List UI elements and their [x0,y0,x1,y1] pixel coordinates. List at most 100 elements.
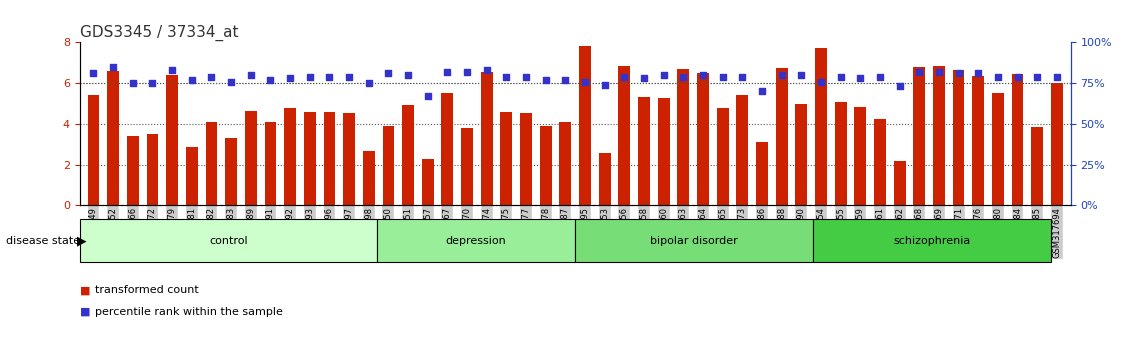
Bar [147,134,158,205]
Point [124,80,142,86]
Bar [952,70,965,205]
Bar [657,98,670,205]
Bar [697,73,708,205]
Point [831,74,850,80]
Point [360,80,378,86]
Bar [579,46,591,205]
Bar [166,75,178,205]
Bar [835,102,846,205]
Bar [559,122,572,205]
Text: ■: ■ [80,307,90,316]
Bar [421,159,434,205]
Text: ▶: ▶ [77,234,87,247]
Bar [245,111,256,205]
Bar [126,136,139,205]
Point [477,67,495,73]
Point [222,79,240,84]
Bar [776,68,787,205]
Text: transformed count: transformed count [95,285,198,295]
Bar [500,112,513,205]
Bar [599,153,611,205]
Bar [854,107,866,205]
Point [281,75,300,81]
Point [989,74,1007,80]
Text: percentile rank within the sample: percentile rank within the sample [95,307,282,316]
Point [203,74,221,80]
Bar [285,108,296,205]
Bar [442,93,453,205]
Point [1008,74,1026,80]
Bar [618,66,630,205]
Point [910,69,928,75]
Point [772,72,790,78]
Point [891,84,909,89]
Point [851,75,869,81]
Bar [264,122,277,205]
Bar [1011,74,1024,205]
Bar [737,96,748,205]
Bar [481,72,492,205]
Bar [304,112,316,205]
Bar [894,161,906,205]
Bar [88,96,99,205]
Text: bipolar disorder: bipolar disorder [650,236,738,246]
Bar [1031,127,1043,205]
Bar [756,142,768,205]
Text: control: control [210,236,247,246]
Point [713,74,731,80]
Point [929,69,948,75]
Point [261,77,279,83]
Point [241,72,260,78]
Point [753,88,771,94]
Bar [540,126,551,205]
Point [634,75,653,81]
Bar [107,71,120,205]
Point [596,82,614,88]
Text: ■: ■ [80,285,90,295]
Point [793,72,811,78]
Point [182,77,200,83]
Text: schizophrenia: schizophrenia [893,236,970,246]
Bar [461,128,473,205]
Bar [913,67,925,205]
Text: disease state: disease state [6,236,80,246]
Point [694,72,712,78]
Bar [226,138,237,205]
Point [399,72,417,78]
Bar [343,113,355,205]
Point [419,93,437,99]
Point [301,74,319,80]
Point [1029,74,1047,80]
Point [871,74,890,80]
Point [655,72,673,78]
Bar [1051,83,1063,205]
Point [950,70,968,76]
Bar [205,122,218,205]
Point [320,74,338,80]
Point [144,80,162,86]
Bar [795,104,808,205]
Point [84,70,103,76]
Point [576,79,595,84]
Point [812,79,830,84]
Bar [678,69,689,205]
Point [498,74,516,80]
Bar [933,66,945,205]
Point [536,77,555,83]
Text: depression: depression [445,236,507,246]
Bar [716,108,729,205]
Point [556,77,574,83]
Point [969,70,988,76]
Point [379,70,398,76]
Bar [973,76,984,205]
Point [734,74,752,80]
Bar [186,147,198,205]
Bar [992,93,1003,205]
Point [104,64,122,70]
Point [615,74,633,80]
Bar [874,119,886,205]
Text: GDS3345 / 37334_at: GDS3345 / 37334_at [80,25,238,41]
Bar [363,152,375,205]
Point [439,69,457,75]
Point [517,74,535,80]
